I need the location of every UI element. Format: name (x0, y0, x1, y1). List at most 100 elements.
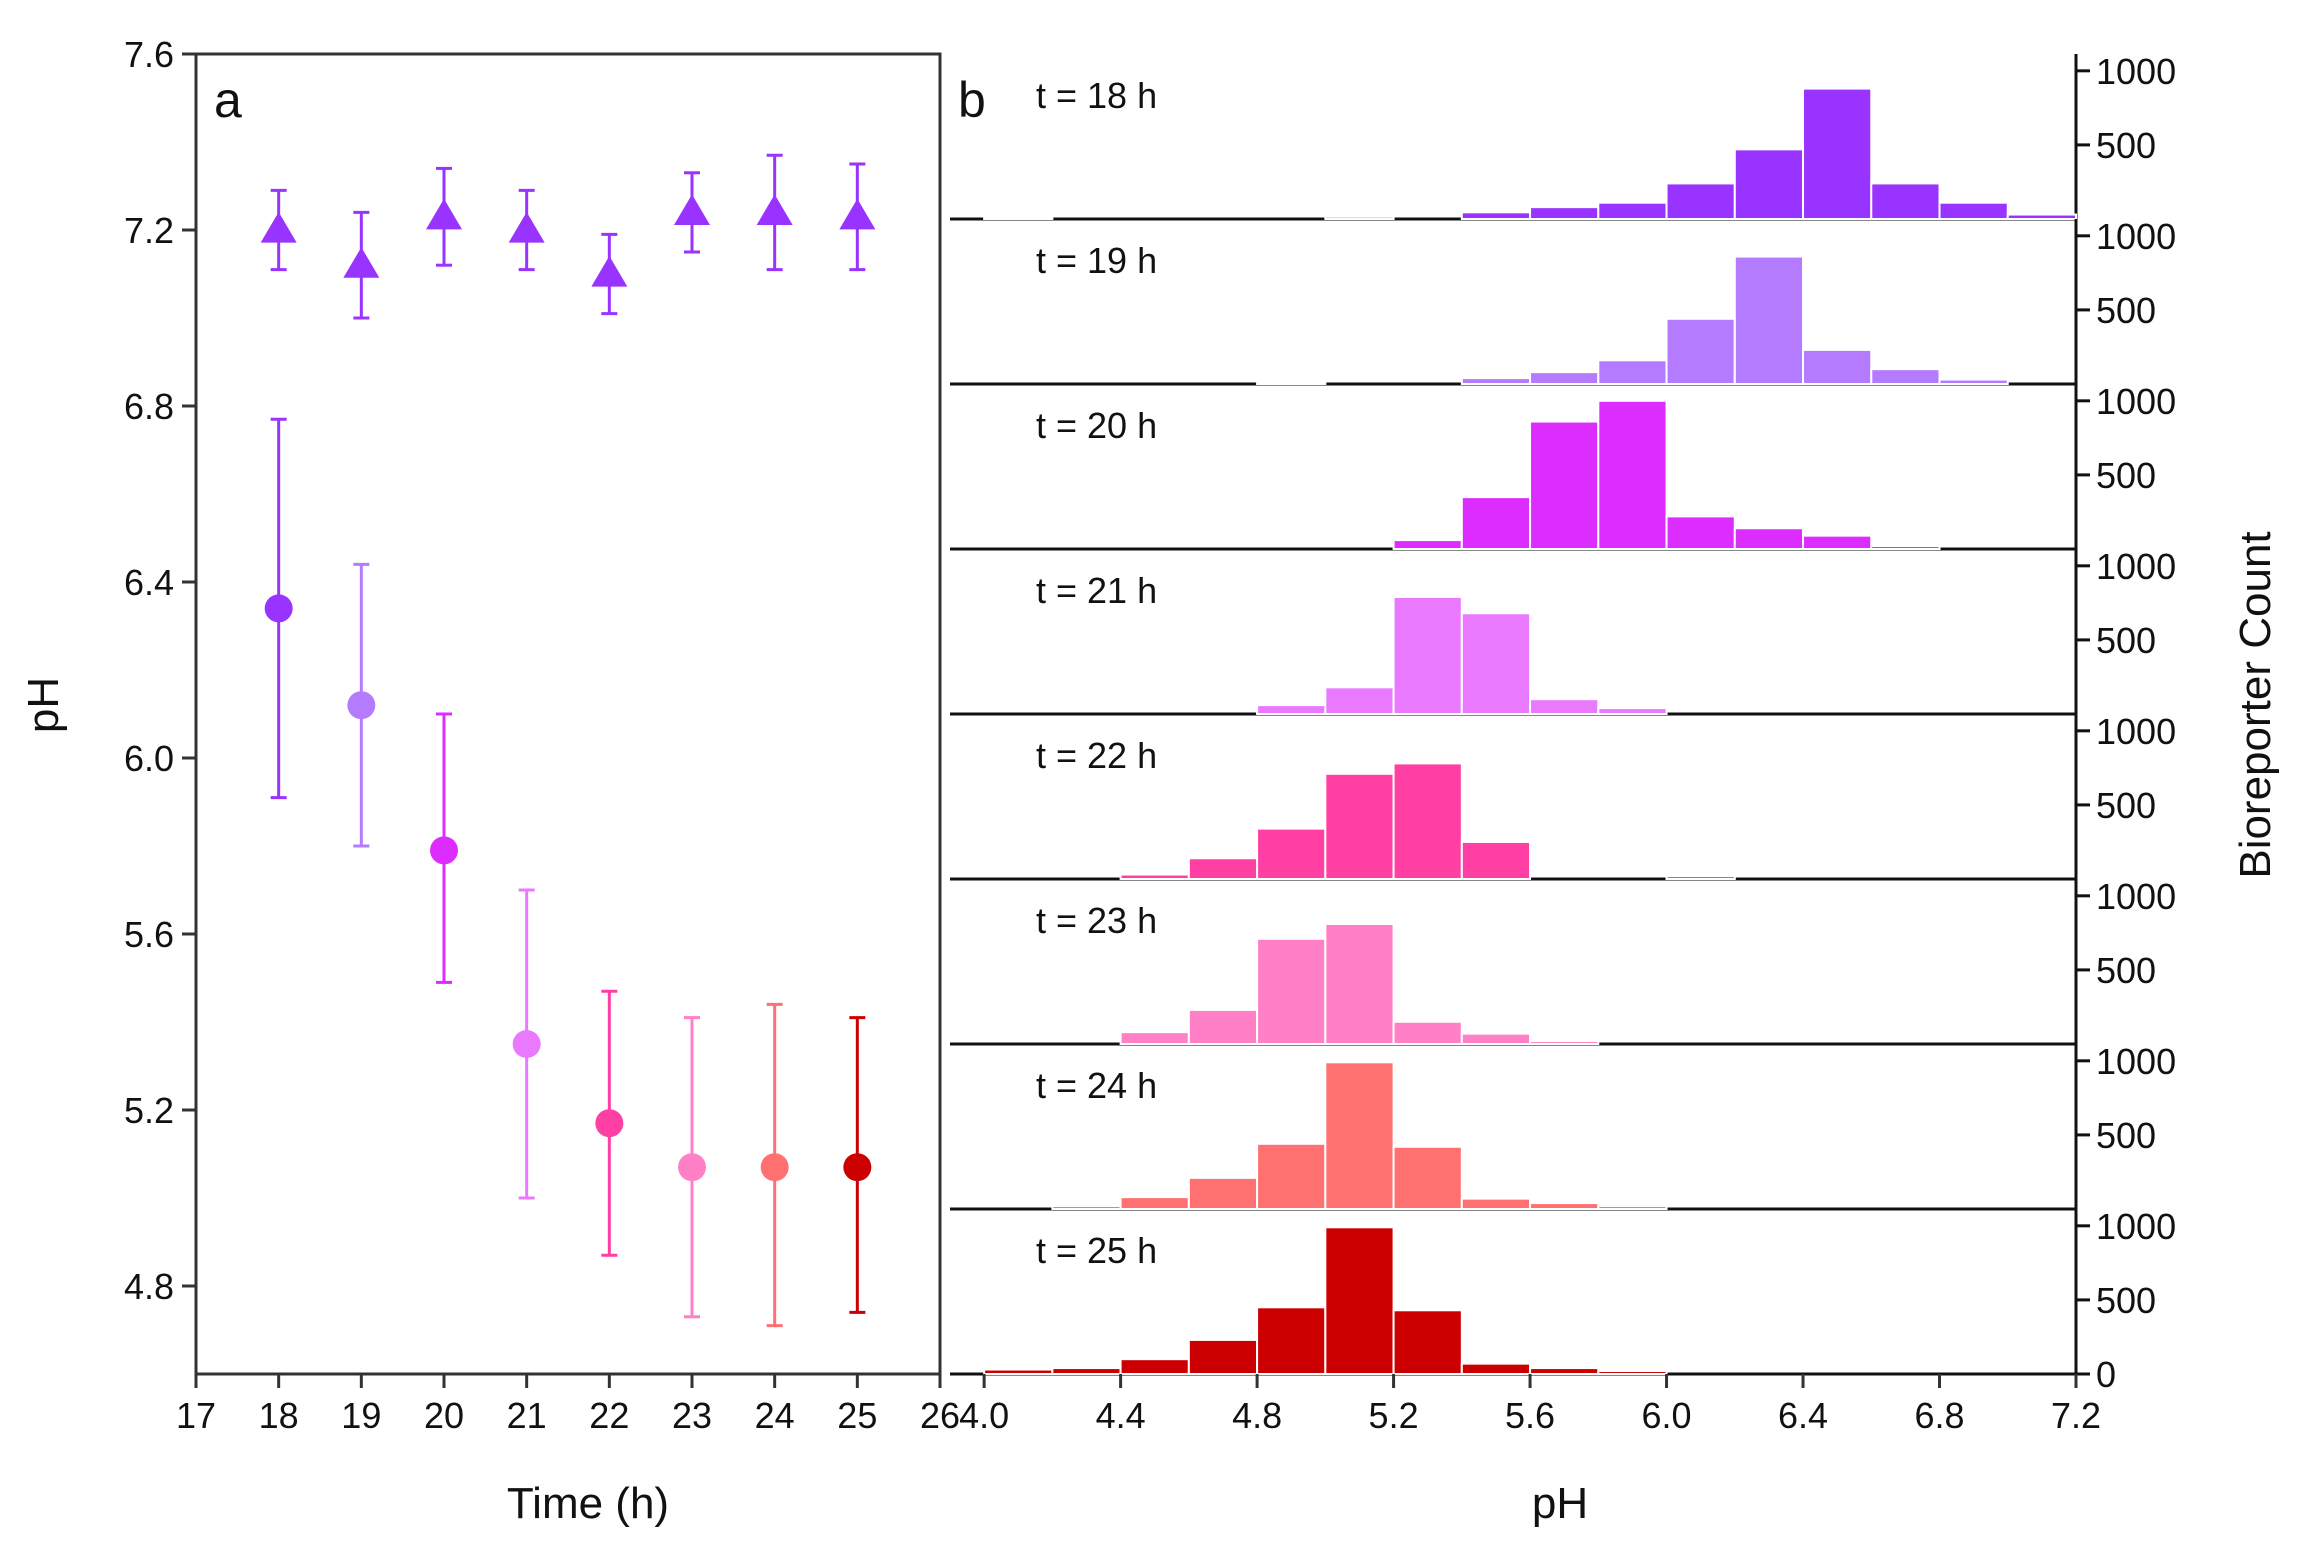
histogram-y-tick-label: 1000 (2096, 381, 2176, 422)
panel-b-x-tick-label: 5.2 (1369, 1395, 1419, 1436)
histogram-bar (1392, 1020, 1463, 1045)
histogram-bar (1256, 937, 1327, 1045)
histogram-bar (1597, 399, 1668, 550)
histogram-bar (1392, 1145, 1463, 1211)
panel-a-x-tick-label: 24 (755, 1395, 795, 1436)
histogram-bar (1529, 1367, 1600, 1376)
histogram-bar (1529, 371, 1600, 385)
histogram-bar (1802, 87, 1873, 220)
panel-b-label: b (958, 72, 986, 128)
triangle-marker (260, 212, 297, 243)
panel-b-x-tick-label: 4.0 (959, 1395, 1009, 1436)
histogram-bar (1460, 1197, 1532, 1211)
panel-a-x-tick-label: 25 (837, 1395, 877, 1436)
histogram-bar (1938, 378, 2009, 385)
histogram-y-tick-label: 500 (2096, 455, 2156, 496)
histogram-bar (1460, 1362, 1532, 1376)
histogram-bar (1187, 1338, 1259, 1376)
histogram-time-label: t = 23 h (1036, 900, 1157, 941)
circle-marker (430, 836, 458, 865)
histogram-bar (1051, 1367, 1122, 1376)
histogram-y-tick-label: 1000 (2096, 711, 2176, 752)
circle-marker (843, 1153, 872, 1182)
histogram-bar (1733, 527, 1805, 550)
histogram-bar (1529, 206, 1600, 221)
histogram-bar (1187, 1008, 1259, 1045)
circle-marker (512, 1030, 541, 1058)
triangle-marker (426, 198, 462, 230)
panel-a-y-tick-label: 5.6 (124, 914, 174, 955)
histogram-y-tick-label: 0 (2096, 1354, 2116, 1395)
panel-a-y-tick-label: 6.8 (124, 386, 174, 427)
histogram-bar (1597, 707, 1668, 716)
histogram-y-tick-label: 500 (2096, 785, 2156, 826)
histogram-y-tick-label: 500 (2096, 1280, 2156, 1321)
histogram-bar (1802, 348, 1873, 385)
histogram-y-tick-label: 500 (2096, 1115, 2156, 1156)
panel-a-x-axis-title: Time (h) (507, 1479, 669, 1528)
histogram-time-label: t = 19 h (1036, 240, 1157, 281)
histogram-bar (1256, 1142, 1327, 1211)
panel-b-histograms: b pH Bioreporter Count 500 1000 t = 18 h 50… (950, 51, 2280, 1528)
histogram-bar (1324, 1226, 1395, 1376)
histogram-bar (1460, 612, 1532, 716)
histogram-bar (1119, 1358, 1190, 1375)
circle-marker (264, 594, 293, 623)
histogram-bar (1665, 182, 1736, 221)
histogram-bar (1324, 215, 1395, 220)
histogram-bar (1324, 772, 1395, 880)
triangle-marker (756, 194, 793, 225)
histogram-bar (1665, 875, 1736, 881)
panel-a-x-tick-label: 18 (259, 1395, 299, 1436)
panel-b-x-tick-label: 6.4 (1778, 1395, 1828, 1436)
histogram-bar (1529, 698, 1600, 716)
panel-b-x-tick-label: 5.6 (1505, 1395, 1555, 1436)
panel-a-y-tick-label: 6.0 (124, 738, 174, 779)
histogram-y-tick-label: 1000 (2096, 546, 2176, 587)
triangle-marker (591, 256, 628, 287)
histogram-bar (1597, 201, 1668, 220)
histogram-bar (1665, 317, 1736, 385)
panel-b-x-tick-label: 4.8 (1232, 1395, 1282, 1436)
histogram-bar (2006, 213, 2077, 221)
histogram-bar (1256, 704, 1327, 715)
histogram-time-label: t = 21 h (1036, 570, 1157, 611)
panel-b-x-tick-label: 6.0 (1642, 1395, 1692, 1436)
histogram-y-tick-label: 500 (2096, 125, 2156, 166)
histogram-y-tick-label: 1000 (2096, 216, 2176, 257)
panel-b-x-axis-title: pH (1532, 1479, 1588, 1528)
histogram-bar (1460, 211, 1532, 220)
histogram-bar (1051, 1205, 1122, 1211)
panel-b-x-tick-label: 7.2 (2051, 1395, 2101, 1436)
triangle-marker (674, 194, 710, 225)
histogram-bar (1870, 368, 1941, 386)
histogram-bar (1119, 873, 1190, 881)
panel-a-scatter: a Time (h) pH 17 18 19 20 21 22 23 24 25 26 4.8 5.2… (19, 34, 960, 1528)
panel-b-x-tick-label: 6.8 (1914, 1395, 1964, 1436)
histogram-bar (1187, 857, 1259, 880)
panel-a-frame (194, 52, 942, 1376)
panel-a-y-tick-label: 5.2 (124, 1090, 174, 1131)
histogram-time-label: t = 18 h (1036, 75, 1157, 116)
panel-a-y-tick-label: 6.4 (124, 562, 174, 603)
histogram-bar (1460, 1032, 1532, 1046)
histogram-bar (1187, 1176, 1259, 1211)
histogram-bar (983, 216, 1054, 221)
histogram-time-label: t = 22 h (1036, 735, 1157, 776)
triangle-marker (508, 212, 545, 243)
histogram-bar (1256, 381, 1327, 386)
histogram-bar (1529, 1040, 1600, 1046)
histogram-bar (1392, 595, 1463, 715)
histogram-bar (1392, 539, 1463, 550)
histogram-time-label: t = 20 h (1036, 405, 1157, 446)
circle-marker (678, 1153, 706, 1182)
histogram-y-tick-label: 500 (2096, 620, 2156, 661)
panel-a-x-tick-label: 26 (920, 1395, 960, 1436)
histogram-y-tick-label: 1000 (2096, 51, 2176, 92)
panel-a-y-axis-title: pH (19, 677, 68, 733)
panel-b-y-axis-title: Bioreporter Count (2231, 531, 2280, 878)
histogram-y-tick-label: 1000 (2096, 1206, 2176, 1247)
histogram-bar (1733, 148, 1805, 220)
panel-a-y-tick-label: 4.8 (124, 1266, 174, 1307)
